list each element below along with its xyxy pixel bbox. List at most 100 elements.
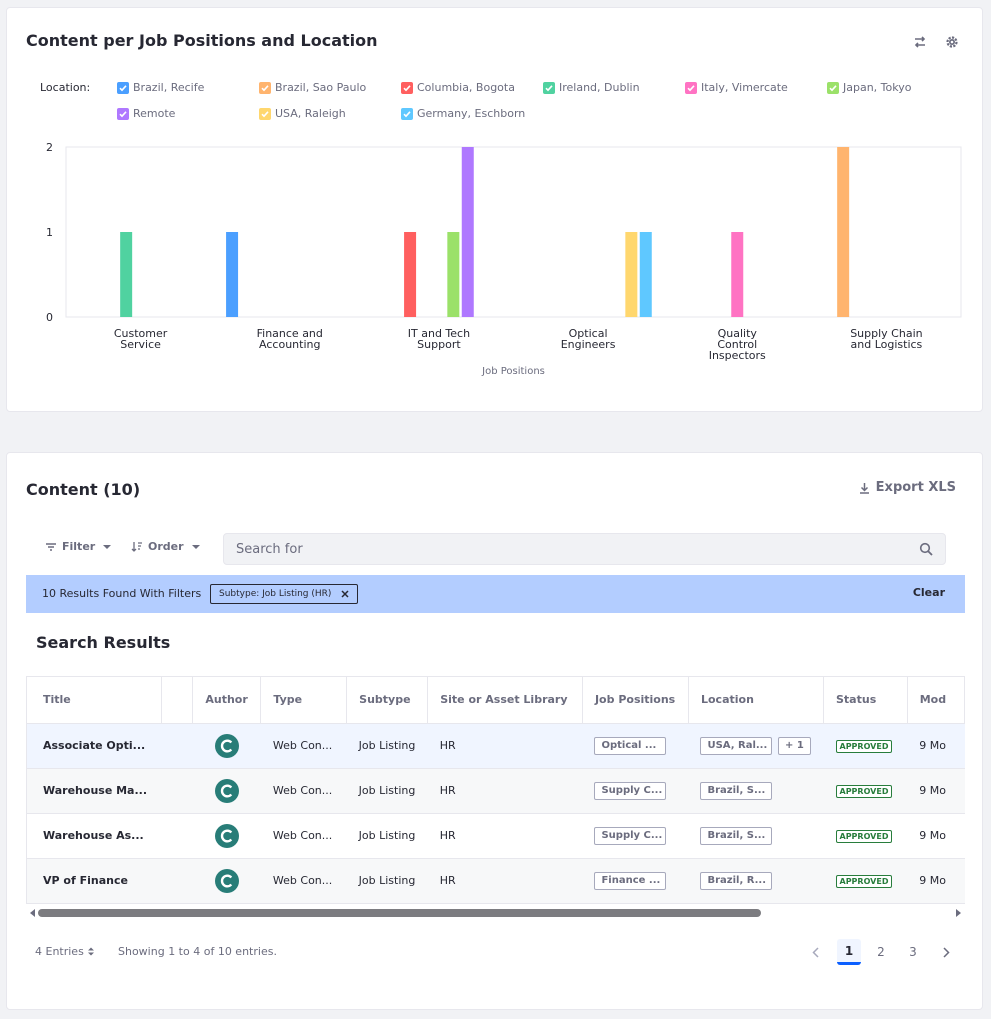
- legend-item[interactable]: Columbia, Bogota: [401, 81, 515, 94]
- column-header[interactable]: Type: [260, 677, 348, 724]
- search-icon[interactable]: [919, 542, 933, 556]
- horizontal-scrollbar[interactable]: [26, 907, 965, 919]
- legend-item[interactable]: Brazil, Sao Paulo: [259, 81, 366, 94]
- filter-label: Filter: [62, 540, 96, 553]
- legend-item[interactable]: Germany, Eschborn: [401, 107, 525, 120]
- order-label: Order: [148, 540, 184, 553]
- column-header[interactable]: Title: [27, 677, 163, 724]
- status-badge: APPROVED: [835, 874, 893, 888]
- page-3-button[interactable]: 3: [909, 945, 917, 959]
- scroll-left-icon[interactable]: [30, 909, 35, 917]
- job-position-label: Supply C...: [594, 826, 667, 845]
- showing-entries-text: Showing 1 to 4 of 10 entries.: [118, 945, 277, 958]
- empty-cell: [161, 858, 193, 903]
- gear-icon[interactable]: [942, 32, 962, 52]
- column-header[interactable]: Site or Asset Library: [427, 677, 583, 724]
- filter-chip-label: Subtype: Job Listing (HR): [219, 589, 332, 599]
- checkbox-icon[interactable]: [543, 81, 555, 94]
- location-label: Brazil, R...: [700, 871, 773, 890]
- bar: [625, 232, 638, 317]
- author-cell: [192, 768, 261, 814]
- swap-icon[interactable]: [910, 32, 930, 52]
- filter-button[interactable]: Filter: [45, 540, 112, 553]
- column-header[interactable]: Job Positions: [582, 677, 689, 724]
- location-cell: Brazil, S...: [688, 813, 824, 859]
- checkbox-icon[interactable]: [117, 107, 129, 120]
- x-tick-label: Inspectors: [709, 349, 766, 362]
- checkbox-icon[interactable]: [685, 81, 697, 94]
- site-cell: HR: [427, 858, 583, 903]
- export-xls-button[interactable]: Export XLS: [859, 480, 956, 495]
- checkbox-icon[interactable]: [827, 81, 839, 94]
- empty-cell: [161, 768, 193, 814]
- column-header[interactable]: [161, 677, 194, 724]
- checkbox-icon[interactable]: [259, 107, 271, 120]
- page-1-button[interactable]: 1: [837, 939, 861, 965]
- legend-item-label: Columbia, Bogota: [417, 81, 515, 94]
- page-2-button[interactable]: 2: [877, 945, 885, 959]
- prev-page-button[interactable]: [806, 939, 824, 965]
- title-cell[interactable]: Warehouse As...: [27, 813, 162, 859]
- column-header[interactable]: Author: [192, 677, 262, 724]
- x-tick-label: Control: [717, 338, 757, 351]
- title-cell[interactable]: Associate Opti...: [27, 723, 162, 769]
- legend-item[interactable]: Ireland, Dublin: [543, 81, 640, 94]
- column-header[interactable]: Location: [688, 677, 825, 724]
- checkbox-icon[interactable]: [259, 81, 271, 94]
- next-page-button[interactable]: [937, 939, 955, 965]
- order-button[interactable]: Order: [131, 540, 200, 553]
- legend-item-label: Brazil, Recife: [133, 81, 205, 94]
- entries-label: 4 Entries: [35, 945, 84, 958]
- job-positions-cell: Supply C...: [582, 813, 689, 859]
- bar: [837, 147, 850, 317]
- bar: [447, 232, 460, 317]
- table-row[interactable]: Warehouse As... Web Con... Job Listing HR Su…: [27, 813, 965, 859]
- filter-icon: [46, 542, 56, 551]
- location-cell: Brazil, S...: [688, 768, 824, 814]
- x-tick-label: Service: [120, 338, 161, 351]
- title-cell[interactable]: VP of Finance: [27, 858, 162, 903]
- legend-item[interactable]: USA, Raleigh: [259, 107, 346, 120]
- table-row[interactable]: Warehouse Ma... Web Con... Job Listing HR Su…: [27, 768, 965, 814]
- filter-chip: Subtype: Job Listing (HR): [210, 584, 359, 604]
- results-table-wrapper: Title Author Type Subtype Site or Asset Libr…: [26, 676, 965, 904]
- legend-item[interactable]: Japan, Tokyo: [827, 81, 911, 94]
- column-header[interactable]: Subtype: [346, 677, 429, 724]
- search-input[interactable]: [236, 534, 906, 564]
- y-tick-label: 2: [46, 141, 53, 154]
- job-position-label: Finance ...: [594, 871, 667, 890]
- x-tick-label: Customer: [114, 327, 168, 340]
- table-row[interactable]: Associate Opti... Web Con... Job Listing HR…: [27, 723, 965, 769]
- entries-per-page-select[interactable]: 4 Entries: [35, 945, 94, 958]
- site-cell: HR: [427, 768, 583, 814]
- legend-item[interactable]: Italy, Vimercate: [685, 81, 788, 94]
- clear-filters-button[interactable]: Clear: [912, 586, 945, 599]
- scrollbar-thumb[interactable]: [38, 909, 761, 917]
- status-cell: APPROVED: [823, 858, 908, 903]
- legend-item[interactable]: Remote: [117, 107, 175, 120]
- checkbox-icon[interactable]: [401, 107, 413, 120]
- chevron-down-icon: [103, 544, 112, 549]
- title-cell[interactable]: Warehouse Ma...: [27, 768, 162, 814]
- column-header[interactable]: Status: [823, 677, 908, 724]
- type-cell: Web Con...: [260, 813, 347, 859]
- x-tick-label: Finance and: [257, 327, 323, 340]
- bar: [226, 232, 239, 317]
- scroll-right-icon[interactable]: [956, 909, 961, 917]
- close-icon[interactable]: [341, 590, 349, 598]
- column-header[interactable]: Mod: [907, 677, 965, 724]
- plot-area: [65, 146, 962, 318]
- modified-cell: 9 Mo: [907, 723, 965, 769]
- scrollbar-track[interactable]: [38, 909, 953, 917]
- more-locations-label[interactable]: + 1: [777, 736, 811, 755]
- bar: [731, 232, 744, 317]
- status-cell: APPROVED: [823, 723, 908, 769]
- checkbox-icon[interactable]: [401, 81, 413, 94]
- results-table: Title Author Type Subtype Site or Asset Libr…: [27, 677, 965, 903]
- chart-card: Content per Job Positions and Location L…: [6, 7, 983, 412]
- status-cell: APPROVED: [823, 768, 908, 814]
- checkbox-icon[interactable]: [117, 81, 129, 94]
- legend-item[interactable]: Brazil, Recife: [117, 81, 204, 94]
- location-cell: USA, Ral... + 1: [688, 723, 824, 769]
- table-row[interactable]: VP of Finance Web Con... Job Listing HR Fina…: [27, 858, 965, 903]
